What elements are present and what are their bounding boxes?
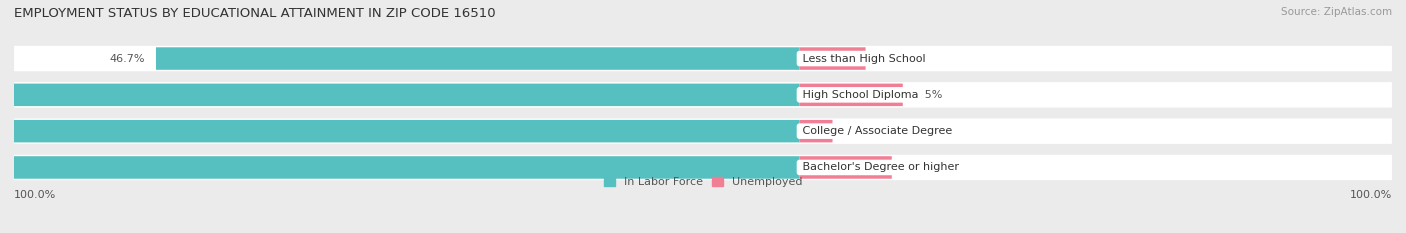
Text: EMPLOYMENT STATUS BY EDUCATIONAL ATTAINMENT IN ZIP CODE 16510: EMPLOYMENT STATUS BY EDUCATIONAL ATTAINM… — [14, 7, 496, 20]
FancyBboxPatch shape — [800, 47, 866, 70]
FancyBboxPatch shape — [0, 120, 800, 142]
FancyBboxPatch shape — [800, 156, 891, 179]
FancyBboxPatch shape — [14, 118, 1392, 144]
Legend: In Labor Force, Unemployed: In Labor Force, Unemployed — [599, 173, 807, 192]
Text: 4.8%: 4.8% — [876, 54, 905, 64]
Text: 2.4%: 2.4% — [844, 126, 872, 136]
Text: 100.0%: 100.0% — [1350, 190, 1392, 200]
Text: College / Associate Degree: College / Associate Degree — [800, 126, 956, 136]
Text: 46.7%: 46.7% — [110, 54, 145, 64]
Text: 100.0%: 100.0% — [14, 190, 56, 200]
FancyBboxPatch shape — [14, 82, 1392, 108]
FancyBboxPatch shape — [14, 46, 1392, 71]
Text: 7.5%: 7.5% — [914, 90, 942, 100]
Text: Source: ZipAtlas.com: Source: ZipAtlas.com — [1281, 7, 1392, 17]
Text: 6.7%: 6.7% — [903, 162, 931, 172]
Text: Bachelor's Degree or higher: Bachelor's Degree or higher — [800, 162, 963, 172]
FancyBboxPatch shape — [800, 120, 832, 142]
FancyBboxPatch shape — [800, 84, 903, 106]
Text: High School Diploma: High School Diploma — [800, 90, 922, 100]
FancyBboxPatch shape — [14, 155, 1392, 180]
Text: Less than High School: Less than High School — [800, 54, 929, 64]
FancyBboxPatch shape — [0, 156, 800, 179]
FancyBboxPatch shape — [156, 47, 800, 70]
FancyBboxPatch shape — [0, 84, 800, 106]
